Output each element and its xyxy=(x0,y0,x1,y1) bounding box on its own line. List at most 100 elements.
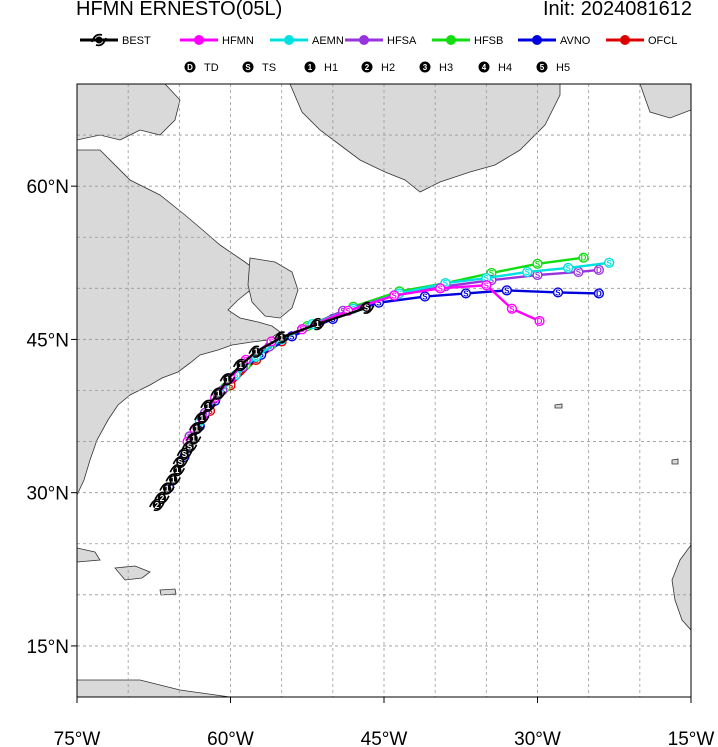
track-point: S xyxy=(563,262,574,274)
intensity-label: H2 xyxy=(381,62,395,74)
track-point: 1 xyxy=(159,482,175,495)
track-point: S xyxy=(604,257,615,268)
svg-text:1: 1 xyxy=(279,333,284,342)
svg-text:D: D xyxy=(596,266,602,275)
track-point: 1 xyxy=(210,387,226,400)
track-point: D xyxy=(593,264,605,276)
track-point: 1 xyxy=(165,473,181,486)
cuba-land xyxy=(77,547,101,563)
intensity-item-h1: 1 H1 xyxy=(304,61,338,74)
svg-text:D: D xyxy=(537,317,543,326)
legend-item-hfsb: HFSB xyxy=(432,35,503,47)
svg-text:S: S xyxy=(392,291,398,300)
africa-land xyxy=(671,544,691,631)
legend-label: HFMN xyxy=(222,35,254,47)
intensity-label: H5 xyxy=(556,62,570,74)
legend-item-hfsa: HFSA xyxy=(345,35,417,47)
svg-text:S: S xyxy=(364,304,370,313)
track-point: S xyxy=(506,303,518,314)
legend-label: HFSB xyxy=(474,35,503,47)
legend-label: HFSA xyxy=(387,35,417,47)
y-tick-label: 30°N xyxy=(27,484,69,505)
azores-land xyxy=(554,403,563,409)
svg-text:1: 1 xyxy=(239,361,244,370)
svg-text:3: 3 xyxy=(423,63,428,72)
svg-text:S: S xyxy=(443,279,449,288)
svg-text:1: 1 xyxy=(225,375,230,384)
map-title: HFMN ERNESTO(05L) xyxy=(76,0,283,20)
intensity-item-h5: 5 H5 xyxy=(536,61,570,74)
legend-label: BEST xyxy=(122,35,151,47)
svg-text:S: S xyxy=(535,260,541,269)
svg-text:2: 2 xyxy=(160,494,165,503)
svg-text:S: S xyxy=(489,269,495,278)
track-point: S xyxy=(435,283,446,294)
track-point: 1 xyxy=(309,317,326,331)
svg-text:S: S xyxy=(509,305,515,314)
forecast-tracks: SSSSSSSSSSSSSSSSSSDSSSSSSSSSSSDSSSSSSSSS… xyxy=(149,252,615,512)
intensity-label: TD xyxy=(204,62,219,74)
track-point: 2 xyxy=(154,491,170,504)
track-point: S xyxy=(481,273,492,284)
svg-text:S: S xyxy=(422,293,428,302)
svg-text:S: S xyxy=(606,259,612,268)
intensity-item-h3: 3 H3 xyxy=(419,61,453,74)
legend-item-best: BEST xyxy=(80,33,151,47)
track-point: D xyxy=(593,288,605,299)
intensity-legend: D TD S TS 1 H1 2 H2 3 H3 4 H4 5 H5 xyxy=(184,61,570,74)
svg-text:S: S xyxy=(535,271,541,280)
svg-text:1: 1 xyxy=(171,475,176,484)
track-point: S xyxy=(532,258,543,269)
svg-text:S: S xyxy=(259,351,265,360)
svg-text:4: 4 xyxy=(482,63,487,72)
greenland-land xyxy=(289,84,561,193)
svg-text:S: S xyxy=(566,264,572,273)
svg-text:1: 1 xyxy=(175,466,180,475)
track-point: S xyxy=(460,288,471,299)
south-america-land xyxy=(77,679,231,697)
axis-labels: 75°W 60°W 45°W 30°W 15°W 60°N 45°N 30°N 15°N xyxy=(27,177,715,747)
x-tick-label: 60°W xyxy=(207,729,254,747)
x-tick-label: 15°W xyxy=(668,729,715,747)
iceland-land xyxy=(639,84,691,119)
svg-text:S: S xyxy=(245,63,251,72)
svg-text:S: S xyxy=(484,281,490,290)
init-time: Init: 2024081612 xyxy=(542,0,692,20)
track-point: S xyxy=(573,266,584,278)
track-point: S xyxy=(389,290,400,301)
svg-text:S: S xyxy=(182,450,188,459)
svg-text:S: S xyxy=(346,307,352,316)
canaries-land xyxy=(671,458,679,465)
x-tick-label: 75°W xyxy=(54,729,101,747)
legend-item-ofcl: OFCL xyxy=(606,35,677,47)
track-point: S xyxy=(552,287,564,298)
legend-item-hfmn: HFMN xyxy=(180,35,254,47)
svg-text:2: 2 xyxy=(365,63,370,72)
track-point: 1 xyxy=(233,358,249,372)
track-point: 1 xyxy=(188,422,205,435)
y-tick-label: 15°N xyxy=(27,637,69,658)
baffin-land xyxy=(77,84,181,141)
svg-text:S: S xyxy=(463,289,469,298)
track-point: S xyxy=(481,280,492,291)
legend-item-avno: AVNO xyxy=(518,35,591,47)
svg-text:S: S xyxy=(207,407,213,416)
svg-text:1: 1 xyxy=(216,390,221,399)
intensity-item-ts: S TS xyxy=(242,61,276,74)
svg-text:1: 1 xyxy=(254,348,259,357)
intensity-label: TS xyxy=(262,62,276,74)
svg-text:S: S xyxy=(555,288,561,297)
north-america-land xyxy=(77,149,281,496)
svg-text:S: S xyxy=(489,276,495,285)
svg-text:S: S xyxy=(289,332,295,341)
svg-text:S: S xyxy=(228,381,234,390)
x-tick-label: 30°W xyxy=(514,729,561,747)
svg-text:S: S xyxy=(178,458,184,467)
svg-text:S: S xyxy=(576,268,582,277)
intensity-label: H3 xyxy=(439,62,453,74)
svg-text:1: 1 xyxy=(206,402,211,411)
x-tick-label: 45°W xyxy=(361,729,408,747)
legend-label: OFCL xyxy=(648,35,677,47)
svg-text:S: S xyxy=(233,371,239,380)
